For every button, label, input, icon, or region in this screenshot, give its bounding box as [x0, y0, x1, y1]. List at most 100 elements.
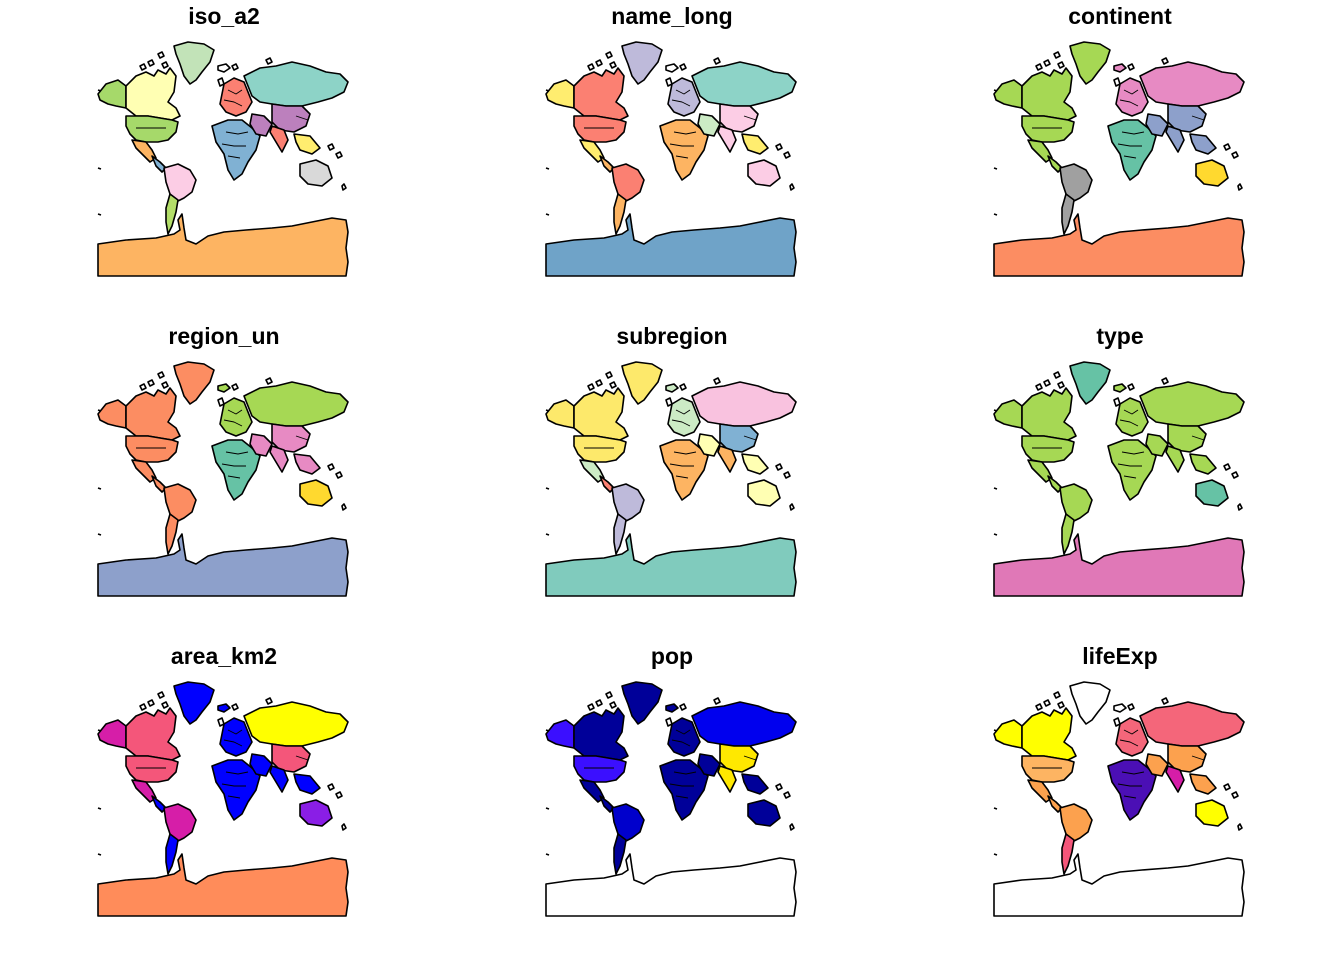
coast-tick: [993, 729, 998, 732]
border-line: [1191, 755, 1205, 761]
border-line: [221, 783, 246, 787]
coast-tick: [545, 213, 550, 216]
country-africa: [659, 119, 709, 181]
country-china: [719, 743, 759, 773]
country-europe: [1115, 397, 1149, 437]
country-iceland: [665, 63, 679, 73]
world-map: [97, 361, 349, 597]
country-iceland: [217, 63, 231, 73]
country-china: [271, 103, 311, 133]
island-outline: [789, 183, 795, 191]
country-south-america-south: [613, 833, 627, 875]
island-outline: [713, 697, 721, 705]
country-south-america: [163, 483, 197, 523]
country-greenland: [1069, 361, 1111, 405]
island-outline: [1043, 379, 1051, 387]
country-usa: [125, 115, 179, 143]
island-outline: [139, 703, 147, 711]
country-russia: [1139, 701, 1245, 747]
country-africa: [1107, 119, 1157, 181]
island-outline: [1035, 383, 1043, 391]
country-india: [1165, 445, 1185, 473]
border-line: [1119, 739, 1139, 747]
country-australia: [747, 799, 781, 827]
island-outline: [265, 57, 273, 65]
island-outline: [1053, 371, 1061, 379]
country-india: [717, 445, 737, 473]
country-greenland: [173, 361, 215, 405]
map-panel: name_long: [448, 0, 896, 320]
island-outline: [665, 77, 673, 87]
border-line: [669, 783, 694, 787]
country-russia: [243, 701, 349, 747]
border-line: [223, 419, 243, 427]
island-outline: [1127, 63, 1135, 71]
country-greenland: [173, 41, 215, 85]
panel-title: continent: [1068, 3, 1172, 29]
island-outline: [679, 63, 687, 71]
island-outline: [1127, 383, 1135, 391]
coast-tick: [993, 409, 998, 412]
coast-tick: [545, 729, 550, 732]
border-line: [669, 463, 694, 467]
coast-tick: [993, 533, 998, 536]
country-greenland: [621, 361, 663, 405]
island-outline: [1053, 691, 1061, 699]
border-line: [221, 143, 246, 147]
coast-tick: [97, 487, 102, 490]
island-outline: [1057, 381, 1065, 389]
country-iceland: [1113, 703, 1127, 713]
island-outline: [341, 503, 347, 511]
country-russia: [691, 701, 797, 747]
island-outline: [161, 61, 169, 69]
world-map: [545, 361, 797, 597]
border-line: [743, 435, 757, 441]
island-outline: [1231, 471, 1239, 479]
country-iceland: [665, 703, 679, 713]
coast-tick: [993, 89, 998, 92]
panel-title: region_un: [168, 323, 280, 349]
island-outline: [217, 717, 225, 727]
island-outline: [1035, 63, 1043, 71]
country-middle-east: [249, 113, 273, 137]
country-russia: [691, 61, 797, 107]
country-china: [1167, 423, 1207, 453]
country-middle-east: [249, 753, 273, 777]
border-line: [1121, 771, 1145, 775]
country-europe: [1115, 717, 1149, 757]
country-alaska: [97, 79, 127, 109]
border-line: [673, 451, 697, 455]
island-outline: [157, 51, 165, 59]
country-alaska: [545, 719, 575, 749]
country-middle-east: [249, 433, 273, 457]
map-panel: pop: [448, 640, 896, 960]
island-outline: [605, 371, 613, 379]
country-canada: [1021, 67, 1077, 121]
border-line: [1123, 475, 1137, 479]
country-russia: [243, 381, 349, 427]
country-india: [1165, 765, 1185, 793]
world-map: [97, 41, 349, 277]
country-south-america-south: [1061, 193, 1075, 235]
country-russia: [1139, 381, 1245, 427]
island-outline: [231, 383, 239, 391]
country-usa: [1021, 115, 1075, 143]
country-south-america: [163, 163, 197, 203]
island-outline: [1113, 77, 1121, 87]
country-south-america: [1059, 803, 1093, 843]
map-panel: lifeExp: [896, 640, 1344, 960]
country-south-america: [1059, 163, 1093, 203]
country-middle-east: [1145, 113, 1169, 137]
border-line: [227, 89, 243, 95]
country-europe: [219, 717, 253, 757]
world-map: [993, 41, 1245, 277]
country-greenland: [1069, 681, 1111, 725]
country-southeast-asia: [293, 133, 321, 155]
border-line: [1121, 131, 1145, 135]
world-map: [545, 681, 797, 917]
country-china: [719, 103, 759, 133]
island-outline: [265, 697, 273, 705]
country-china: [1167, 103, 1207, 133]
country-middle-east: [697, 113, 721, 137]
country-usa: [1021, 435, 1075, 463]
